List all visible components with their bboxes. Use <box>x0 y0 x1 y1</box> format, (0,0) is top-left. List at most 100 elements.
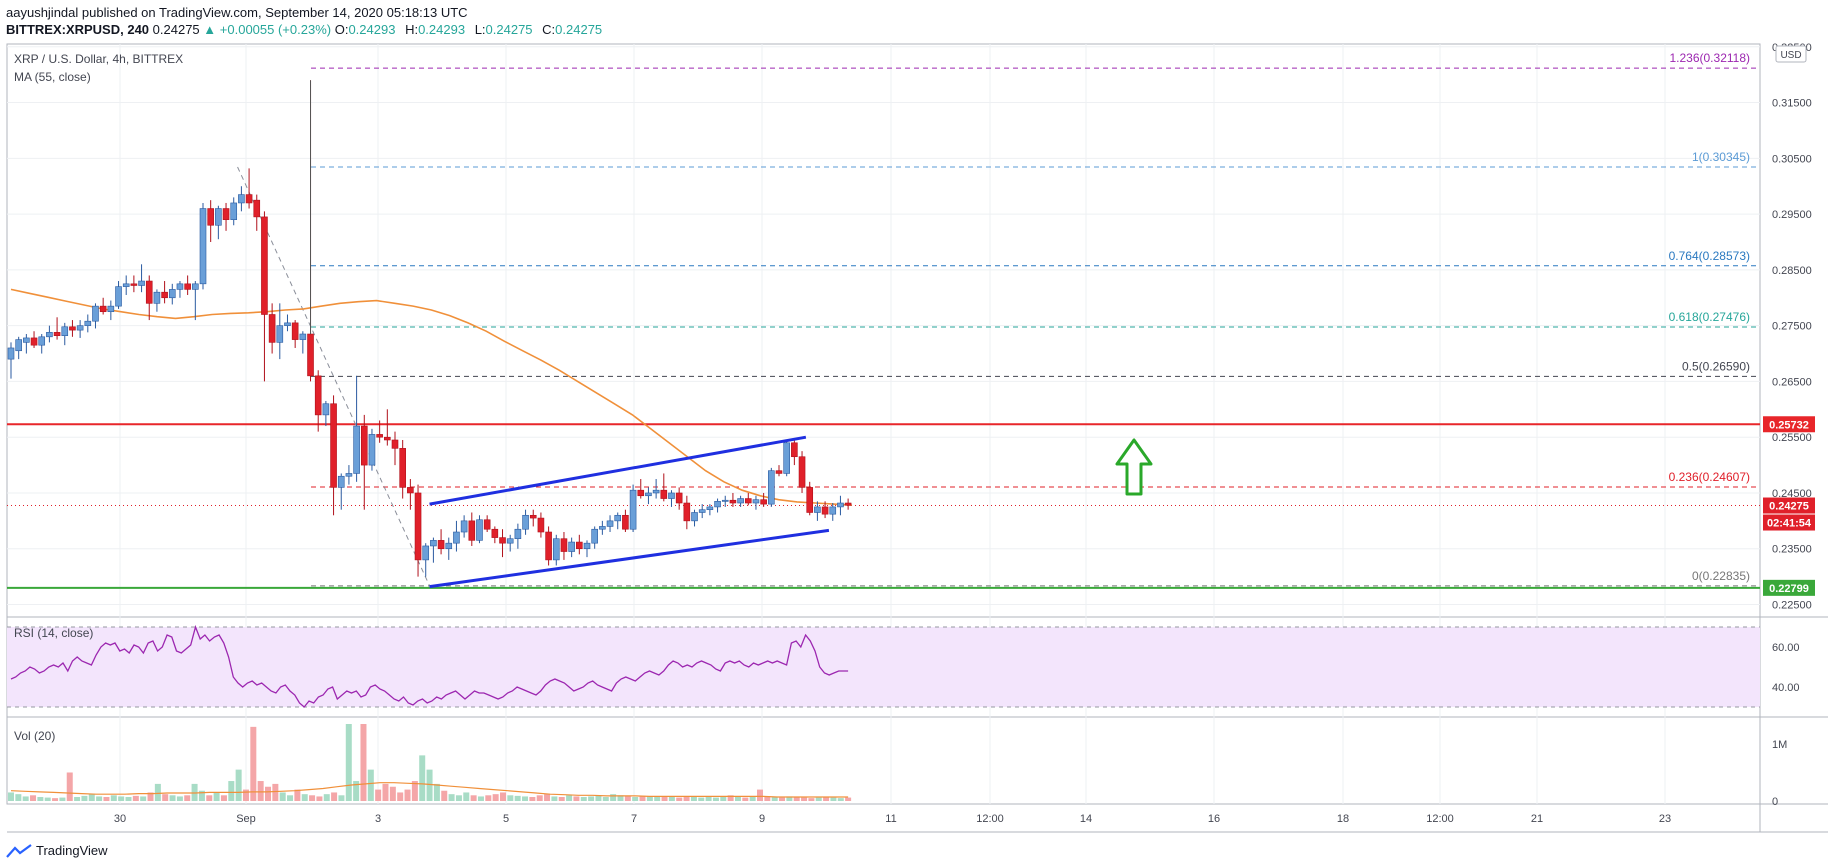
candle-body <box>414 492 422 561</box>
candle-body <box>514 528 522 540</box>
volume-bar <box>184 795 191 801</box>
candle-body <box>192 283 199 290</box>
low-label: L: <box>474 22 486 37</box>
price-tick-label: 0.26500 <box>1772 376 1812 388</box>
candle <box>729 492 737 507</box>
volume-bar <box>690 796 697 801</box>
candle-body <box>153 291 161 304</box>
candle <box>199 202 207 290</box>
candle <box>706 504 714 516</box>
candle-body <box>61 326 69 336</box>
candle <box>422 543 430 577</box>
volume-bar <box>757 789 764 801</box>
candle-body <box>376 434 383 438</box>
volume-bar <box>499 792 506 801</box>
volume-bar <box>279 792 286 801</box>
candle <box>15 336 22 360</box>
price-tick-label: 0.22500 <box>1772 600 1812 612</box>
candle <box>752 495 760 510</box>
candle-body <box>506 538 514 544</box>
tradingview-logo[interactable]: TradingView <box>6 843 108 858</box>
candle <box>253 194 261 231</box>
close-value: 0.24275 <box>555 22 603 37</box>
candle <box>245 168 253 209</box>
volume-bar <box>661 796 668 801</box>
candle <box>161 281 168 304</box>
candle <box>46 325 53 343</box>
price-pane[interactable]: 1.236(0.32118) 1(0.30345) 0.764(0.28573) 0.… <box>7 51 1760 589</box>
volume-bar <box>668 797 675 801</box>
symbol-label: BITTREX:XRPUSD, 240 <box>6 22 150 37</box>
volume-bar <box>734 796 741 801</box>
volume-bar <box>522 796 529 801</box>
candle <box>399 439 406 499</box>
volume-bar <box>22 796 29 801</box>
candle-body <box>622 514 629 530</box>
rsi-legend: RSI (14, close) <box>14 626 94 640</box>
volume-bar <box>287 795 294 801</box>
volume-bar <box>514 795 521 801</box>
volume-bar <box>617 795 624 801</box>
time-tick-label: 14 <box>1080 813 1092 825</box>
resistance-badge <box>1763 416 1815 433</box>
volume-bar <box>654 797 661 801</box>
candle-body <box>53 332 61 336</box>
volume-tick-label: 0 <box>1772 796 1778 808</box>
time-tick-label: 3 <box>375 813 381 825</box>
candle <box>791 439 798 466</box>
candle <box>53 317 61 340</box>
candle <box>238 186 245 212</box>
fib-level-label: 0.764(0.28573) <box>1669 249 1750 263</box>
candle <box>529 509 537 527</box>
fib-level-label: 1.236(0.32118) <box>1669 51 1750 65</box>
candle-body <box>445 542 453 550</box>
candle <box>652 479 660 499</box>
candle-body <box>353 425 360 474</box>
time-tick-label: 21 <box>1531 813 1543 825</box>
time-tick-label: 9 <box>759 813 765 825</box>
channel-upper-line <box>429 435 807 506</box>
volume-bar <box>698 797 705 801</box>
price-tick-label: 0.25500 <box>1772 432 1812 444</box>
candle <box>337 473 345 510</box>
candle-body <box>529 514 537 519</box>
volume-bar <box>8 792 14 801</box>
candle <box>698 504 706 519</box>
close-label: C: <box>542 22 556 37</box>
last-price: 0.24275 <box>152 22 200 37</box>
candle <box>360 414 368 510</box>
rsi-pane[interactable] <box>7 624 1760 708</box>
candle <box>414 484 422 577</box>
candle <box>568 537 575 558</box>
volume-bar <box>830 797 837 801</box>
volume-bar <box>823 797 830 801</box>
candle-body <box>230 202 238 220</box>
volume-bar <box>705 797 712 801</box>
candle-body <box>23 337 30 343</box>
up-arrow <box>1115 438 1153 496</box>
candle-body <box>161 291 168 299</box>
volume-bar <box>801 797 808 801</box>
volume-bar <box>360 724 367 801</box>
candle-body <box>245 194 253 204</box>
candle-body <box>453 531 460 544</box>
candle-body <box>560 538 568 552</box>
time-tick-label: 12:00 <box>1426 813 1454 825</box>
volume-pane[interactable] <box>8 724 852 801</box>
time-tick-label: 16 <box>1208 813 1220 825</box>
candle-body <box>652 489 660 494</box>
candle-body <box>199 208 207 285</box>
candle-body <box>576 541 583 550</box>
candle-body <box>698 509 706 513</box>
candle-body <box>783 442 790 474</box>
candle-body <box>107 305 115 313</box>
current-price-badge-label: 0.24275 <box>1769 501 1809 513</box>
volume-bar <box>529 797 536 801</box>
candle <box>614 512 622 530</box>
candle <box>645 487 652 505</box>
candle-body <box>714 501 721 508</box>
currency-badge <box>1775 45 1807 63</box>
volume-bar <box>610 794 617 801</box>
candle <box>291 320 299 348</box>
